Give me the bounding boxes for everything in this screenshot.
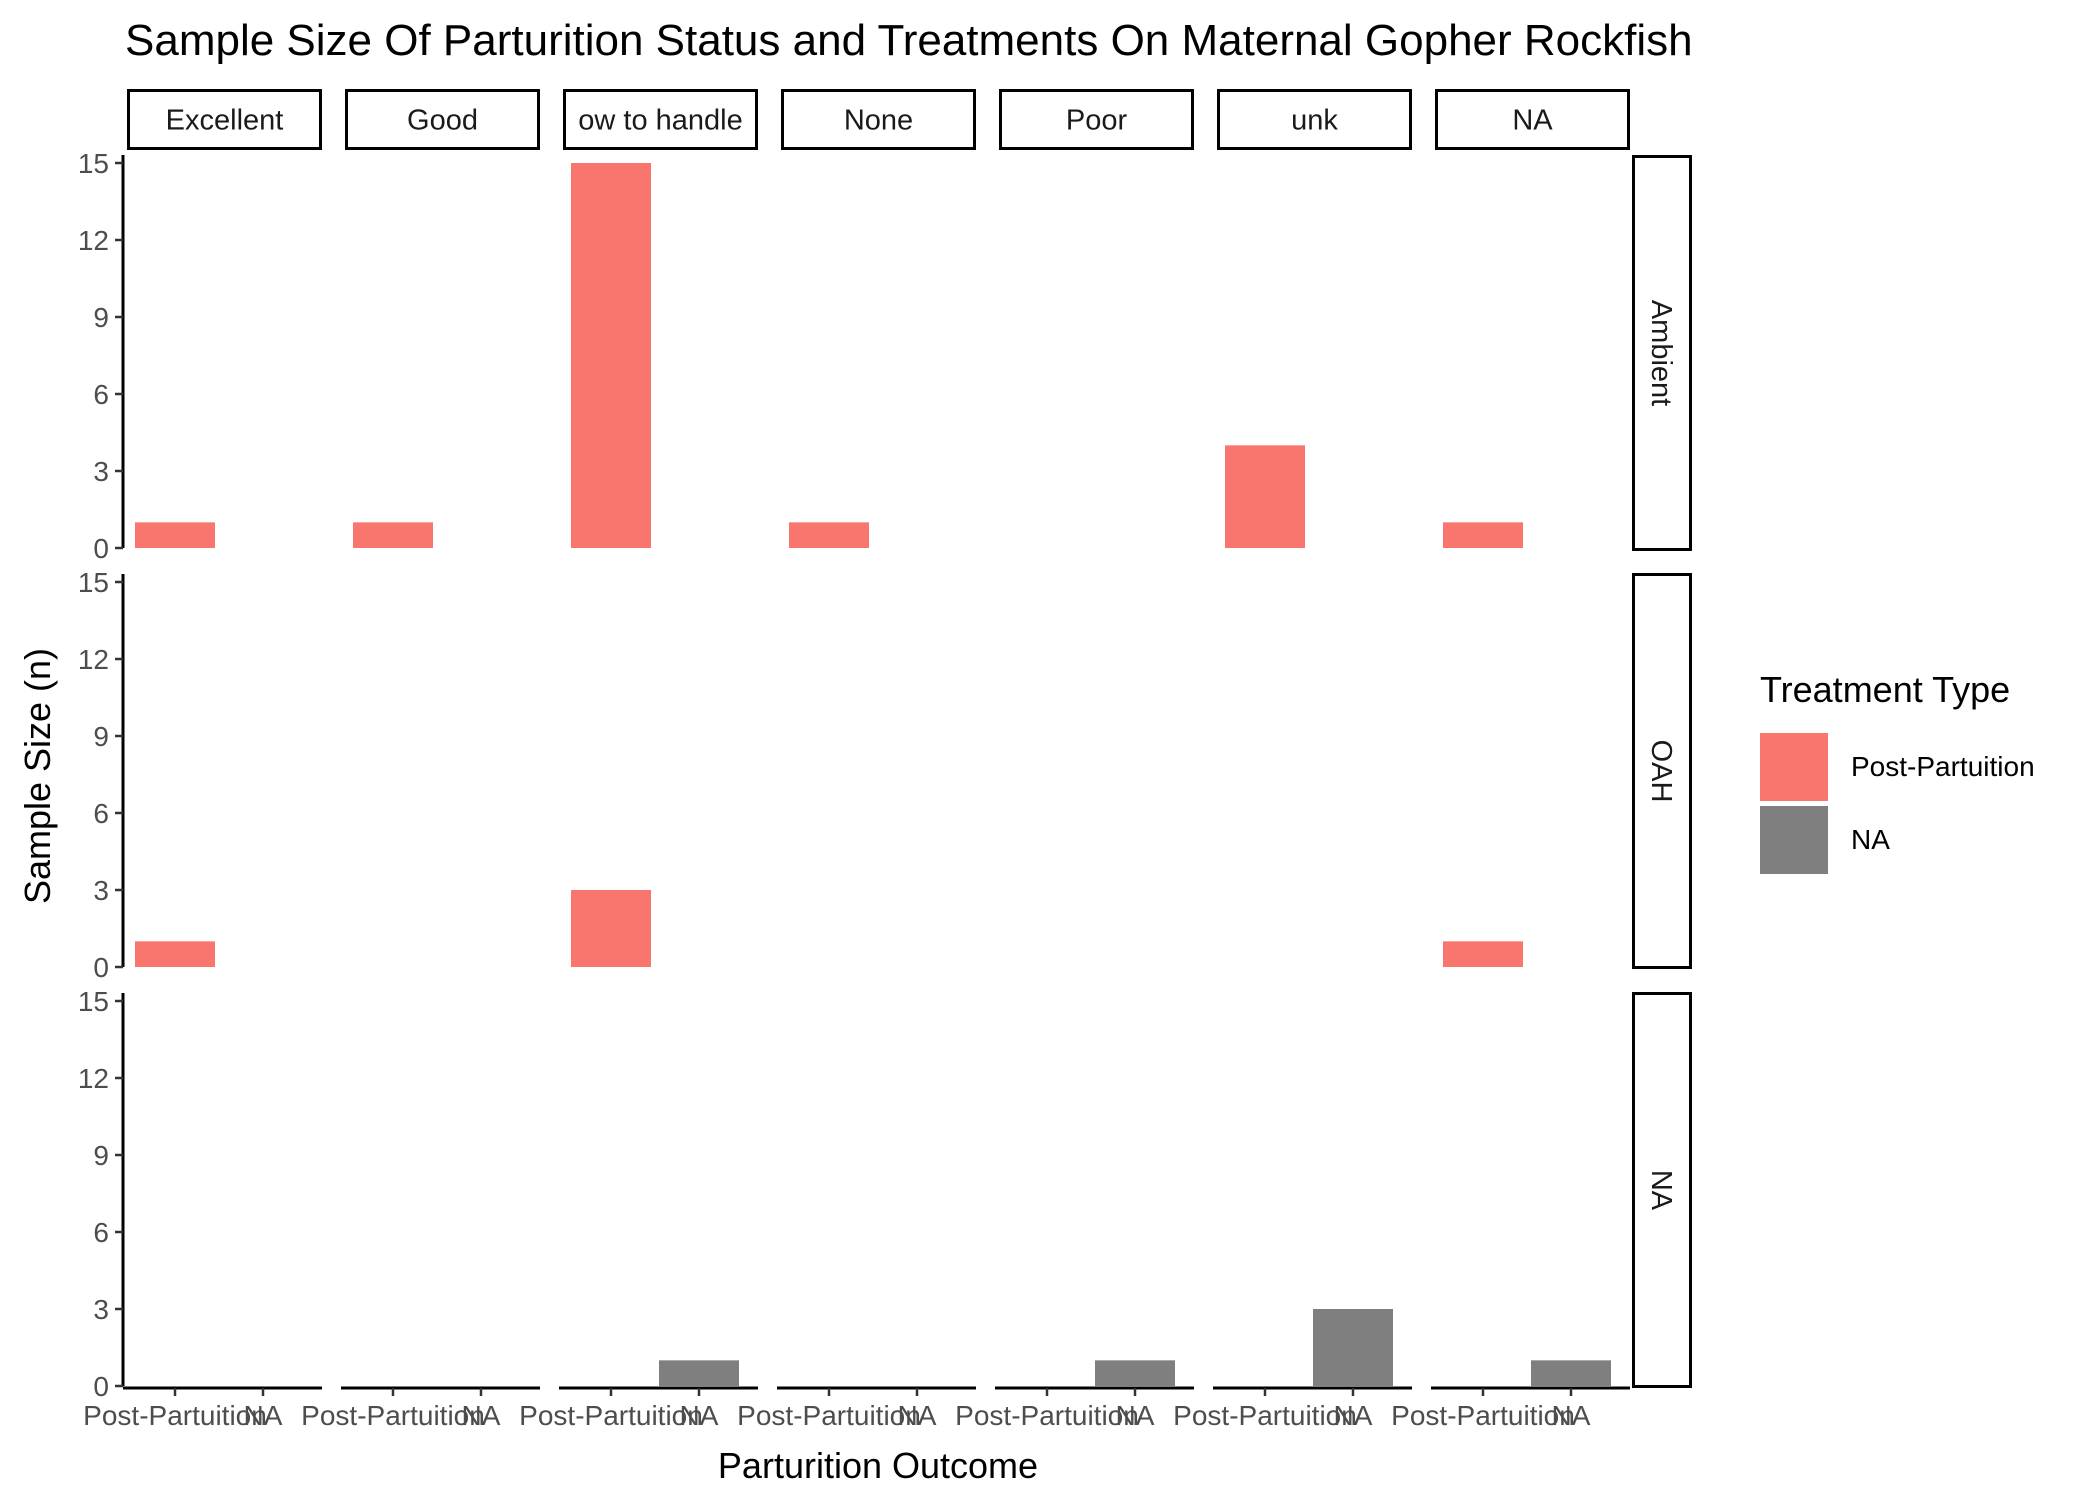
facet-strip-label: Poor: [1066, 105, 1128, 137]
legend-swatch: [1760, 806, 1828, 874]
facet-strip-top: unk: [1217, 89, 1412, 150]
x-tick-label: NA: [1334, 1400, 1373, 1431]
x-tick-label: Post-Partuition: [955, 1400, 1139, 1431]
y-tick-label: 9: [93, 302, 109, 333]
facet-strip-label: unk: [1291, 105, 1338, 137]
facet-strip-top: ow to handle: [563, 89, 758, 150]
y-tick-label: 3: [93, 456, 109, 487]
y-axis: 0 3 6 9 12 15: [78, 148, 125, 564]
x-tick-label: Post-Partuition: [1173, 1400, 1357, 1431]
y-tick-label: 0: [93, 533, 109, 564]
chart-title: Sample Size Of Parturition Status and Tr…: [125, 16, 1693, 65]
facet-strip-label: None: [844, 105, 913, 137]
facet-strip-label: ow to handle: [578, 105, 742, 137]
x-tick-label: NA: [244, 1400, 283, 1431]
bars: [135, 163, 1611, 1386]
y-tick-label: 9: [93, 721, 109, 752]
y-tick-label: 9: [93, 1140, 109, 1171]
x-tick-label: NA: [1552, 1400, 1591, 1431]
x-tick-label: Post-Partuition: [1391, 1400, 1575, 1431]
bar: [659, 1360, 739, 1386]
facet-strip-top: NA: [1435, 89, 1630, 150]
legend-title: Treatment Type: [1760, 669, 2010, 710]
facet-strip-box: [1632, 155, 1692, 551]
y-tick-label: 6: [93, 798, 109, 829]
facet-strip-box: [1217, 89, 1412, 150]
facet-strip-label: NA: [1512, 105, 1553, 137]
bar: [1095, 1360, 1175, 1386]
facet-strip-top: Poor: [999, 89, 1194, 150]
x-tick-label: NA: [680, 1400, 719, 1431]
facet-strip-label: OAH: [1645, 740, 1677, 803]
bar: [1225, 445, 1305, 548]
y-tick-label: 15: [78, 567, 109, 598]
x-tick-label: NA: [462, 1400, 501, 1431]
facet-strip-label: Ambient: [1645, 300, 1677, 406]
facet-strip-right: OAH: [1632, 573, 1692, 969]
facet-strip-right: Ambient: [1632, 155, 1692, 551]
x-tick-label: NA: [1116, 1400, 1155, 1431]
facet-strip-box: [127, 89, 322, 150]
y-tick-label: 6: [93, 1217, 109, 1248]
bar: [353, 522, 433, 548]
facet-strip-box: [1435, 89, 1630, 150]
y-tick-label: 0: [93, 1371, 109, 1402]
x-tick-label: Post-Partuition: [83, 1400, 267, 1431]
facet-strip-box: [345, 89, 540, 150]
facet-panels: Excellent Good ow to handle None Poor unk NA Am…: [78, 89, 1692, 1431]
x-tick-label: Post-Partuition: [737, 1400, 921, 1431]
y-axis: 0 3 6 9 12 15: [78, 567, 125, 983]
x-axis-title: Parturition Outcome: [718, 1445, 1038, 1486]
legend: Treatment Type Post-Partuition NA: [1760, 669, 2035, 874]
bar: [135, 941, 215, 967]
facet-strip-top: None: [781, 89, 976, 150]
y-tick-label: 0: [93, 952, 109, 983]
y-tick-label: 12: [78, 225, 109, 256]
y-tick-label: 15: [78, 986, 109, 1017]
bar: [1313, 1309, 1393, 1386]
y-tick-label: 6: [93, 379, 109, 410]
facet-strip-box: [1632, 992, 1692, 1388]
x-tick-label: Post-Partuition: [301, 1400, 485, 1431]
y-axis: 0 3 6 9 12 15: [78, 986, 125, 1402]
bar: [789, 522, 869, 548]
x-tick-label: NA: [898, 1400, 937, 1431]
bar: [571, 163, 651, 548]
x-tick-label: Post-Partuition: [519, 1400, 703, 1431]
bar: [1443, 522, 1523, 548]
y-axis-title: Sample Size (n): [17, 648, 58, 904]
legend-swatch: [1760, 733, 1828, 801]
facet-strip-top: Good: [345, 89, 540, 150]
y-tick-label: 3: [93, 1294, 109, 1325]
bar: [1443, 941, 1523, 967]
facet-strip-box: [781, 89, 976, 150]
facet-strip-label: NA: [1645, 1170, 1677, 1211]
facet-strip-label: Good: [407, 105, 478, 137]
legend-label: Post-Partuition: [1851, 751, 2035, 782]
facet-strip-top: Excellent: [127, 89, 322, 150]
legend-label: NA: [1851, 824, 1890, 855]
facet-strip-box: [1632, 573, 1692, 969]
facet-strip-box: [563, 89, 758, 150]
y-tick-label: 12: [78, 644, 109, 675]
y-tick-label: 3: [93, 875, 109, 906]
facet-strip-box: [999, 89, 1194, 150]
y-tick-label: 12: [78, 1063, 109, 1094]
facet-strip-right: NA: [1632, 992, 1692, 1388]
y-tick-label: 15: [78, 148, 109, 179]
bar: [1531, 1360, 1611, 1386]
bar: [571, 890, 651, 967]
bar: [135, 522, 215, 548]
facet-strip-label: Excellent: [166, 105, 284, 137]
